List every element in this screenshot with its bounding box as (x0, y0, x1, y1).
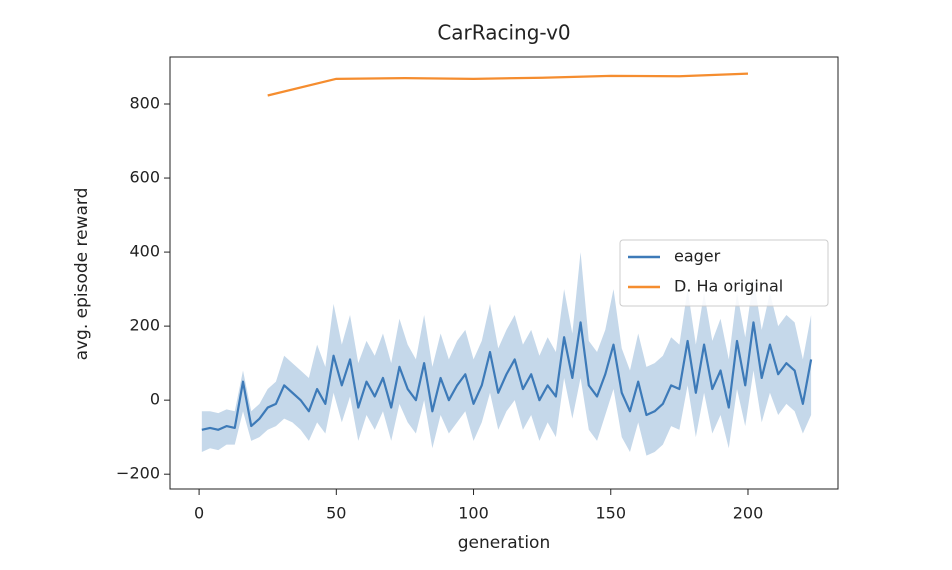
plot-frame (169, 56, 839, 490)
legend-label: D. Ha original (674, 277, 783, 296)
x-tick-label: 200 (733, 504, 764, 523)
plot-area (201, 72, 813, 456)
line (201, 321, 813, 431)
chart-title: CarRacing-v0 (437, 21, 570, 45)
confidence-band (201, 252, 812, 456)
y-tick-label: 600 (129, 168, 160, 187)
y-tick-label: 200 (129, 316, 160, 335)
y-tick-label: 0 (150, 390, 160, 409)
legend-label: eager (674, 247, 721, 266)
legend-box (619, 239, 829, 307)
x-tick-label: 50 (326, 504, 346, 523)
x-tick-label: 100 (458, 504, 489, 523)
line (267, 72, 749, 97)
y-tick-label: 800 (129, 94, 160, 113)
x-axis-label: generation (458, 533, 550, 553)
x-tick-label: 150 (595, 504, 626, 523)
x-tick-label: 0 (194, 504, 204, 523)
y-axis-label: avg. episode reward (72, 188, 92, 361)
y-tick-label: 400 (129, 242, 160, 261)
y-tick-label: −200 (116, 464, 160, 483)
